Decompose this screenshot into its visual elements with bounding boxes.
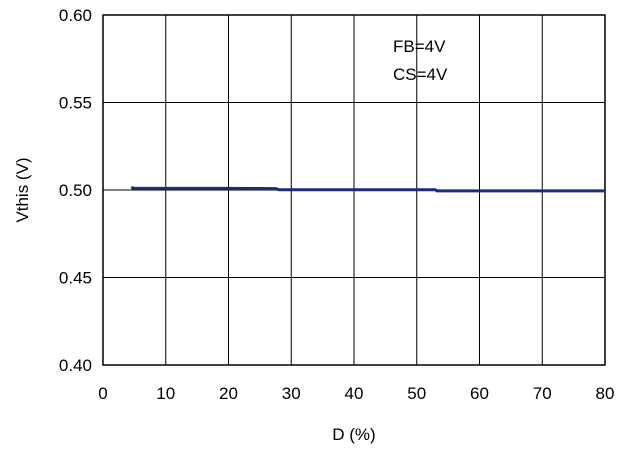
annotation-cs: CS=4V [393,65,448,84]
x-tick-label: 70 [533,384,552,403]
x-tick-label: 20 [219,384,238,403]
y-axis-label: Vthis (V) [13,157,32,222]
x-tick-label: 60 [470,384,489,403]
x-tick-labels: 0 10 20 30 40 50 60 70 80 [98,384,614,403]
x-tick-label: 10 [156,384,175,403]
y-tick-label: 0.55 [59,94,92,113]
x-axis-label: D (%) [332,425,375,444]
y-tick-label: 0.60 [59,6,92,25]
x-tick-label: 40 [345,384,364,403]
x-tick-label: 80 [596,384,615,403]
y-tick-label: 0.50 [59,181,92,200]
x-tick-label: 50 [407,384,426,403]
y-tick-label: 0.40 [59,356,92,375]
annotation-fb: FB=4V [393,37,446,56]
y-tick-label: 0.45 [59,269,92,288]
series-line [130,185,605,193]
y-tick-labels: 0.40 0.45 0.50 0.55 0.60 [59,6,92,375]
x-tick-label: 0 [98,384,107,403]
x-tick-label: 30 [282,384,301,403]
series-layer [130,185,605,193]
